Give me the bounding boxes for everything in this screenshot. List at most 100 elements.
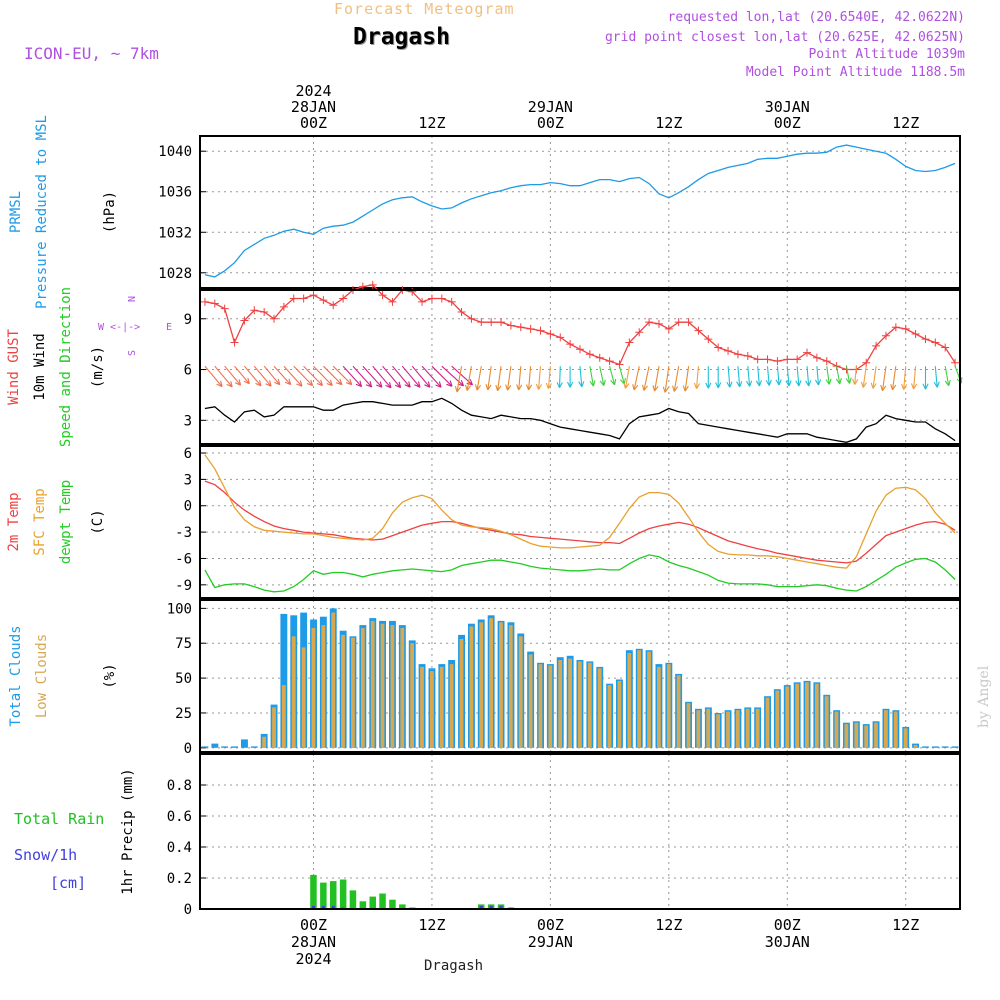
gust-marker	[605, 357, 614, 366]
low-cloud-bar	[854, 722, 859, 748]
low-cloud-bar	[449, 664, 454, 748]
y-tick-label: 0	[184, 499, 192, 515]
total-cloud-bar	[250, 746, 258, 748]
low-cloud-bar	[726, 711, 730, 748]
footer-location: Dragash	[424, 958, 484, 974]
wind-direction-arrow	[775, 366, 782, 386]
wind-direction-arrow	[578, 366, 585, 388]
compass-west-arrow: W <-|->	[98, 322, 140, 333]
wind-direction-arrow	[870, 366, 877, 389]
wind-direction-arrow	[342, 365, 363, 388]
total-cloud-bar	[931, 746, 939, 748]
wind-direction-arrow	[641, 366, 650, 391]
y-axis-label: (m/s)	[90, 346, 106, 388]
low-cloud-bar	[824, 696, 829, 748]
gust-marker	[881, 331, 890, 340]
wind-direction-arrow	[243, 365, 262, 387]
info-point-altitude: Point Altitude 1039m	[808, 47, 965, 62]
wind-direction-arrow	[623, 366, 630, 389]
low-cloud-bar	[785, 686, 790, 748]
total-cloud-bar	[221, 746, 229, 748]
gust-marker	[200, 297, 209, 306]
low-cloud-bar	[903, 728, 908, 748]
wind-direction-arrow	[805, 366, 812, 387]
wind-direction-arrow	[516, 366, 523, 391]
gust-marker	[812, 353, 821, 362]
gust-marker	[743, 352, 752, 360]
low-cloud-bar	[518, 636, 523, 748]
low-cloud-bar	[568, 658, 572, 748]
gust-line	[204, 284, 956, 371]
wind-direction-arrow	[323, 365, 343, 386]
rain-bar	[320, 882, 327, 909]
gust-marker	[704, 335, 713, 344]
gust-marker	[526, 324, 535, 333]
gust-marker	[862, 358, 871, 367]
low-cloud-bar	[459, 639, 464, 748]
y-axis-label: Wind GUST	[6, 329, 22, 405]
low-cloud-bar	[262, 736, 266, 748]
panel-frame	[199, 135, 961, 289]
top-time-label: 12Z	[892, 114, 919, 132]
wind-direction-arrow	[901, 366, 908, 390]
y-tick-label: 75	[175, 636, 192, 652]
bottom-time-label: 30JAN	[765, 933, 810, 951]
gust-marker	[467, 314, 476, 323]
top-time-label: 00Z	[300, 114, 327, 132]
model-label: ICON-EU, ~ 7km	[24, 44, 159, 63]
bottom-time-label: 00Z	[537, 916, 564, 934]
total-cloud-bar	[241, 739, 248, 748]
gust-marker	[230, 338, 239, 347]
total-cloud-bar	[280, 613, 288, 748]
low-cloud-bar	[538, 664, 543, 748]
rain-bar	[379, 893, 386, 909]
y-axis-label: PRMSL	[8, 191, 24, 233]
y-tick-label: 1036	[158, 185, 192, 201]
gust-marker	[941, 343, 950, 352]
gust-marker	[654, 319, 663, 328]
low-cloud-bar	[617, 680, 622, 748]
y-tick-label: 0.6	[167, 809, 192, 825]
low-cloud-bar	[321, 625, 326, 748]
low-cloud-bar	[913, 745, 918, 748]
total-cloud-bar	[231, 746, 238, 748]
low-cloud-bar	[627, 653, 632, 748]
wind-direction-arrow	[283, 365, 303, 387]
wind-direction-arrow	[910, 366, 918, 390]
t2m-line	[204, 480, 956, 564]
total-cloud-bar	[941, 746, 949, 748]
rain-bar	[310, 874, 317, 909]
y-tick-label: 0	[184, 902, 192, 918]
y-axis-label: Speed and Direction	[58, 287, 74, 447]
snow-bar	[312, 905, 315, 909]
y-axis-label: 10m Wind	[32, 333, 48, 400]
total-cloud-bar	[951, 746, 959, 748]
prmsl-line	[204, 144, 956, 278]
low-cloud-bar	[686, 703, 691, 748]
location-title: Dragash	[353, 24, 450, 50]
y-axis-label: Low Clouds	[34, 634, 50, 718]
gust-marker	[279, 302, 288, 311]
bottom-time-label: 00Z	[774, 916, 801, 934]
low-cloud-bar	[637, 650, 641, 748]
panel-frame	[199, 753, 961, 910]
y-tick-label: 0	[184, 741, 192, 757]
gust-marker	[506, 321, 515, 330]
bottom-time-label: 29JAN	[528, 933, 573, 951]
y-axis-label: Pressure Reduced to MSL	[34, 115, 50, 309]
gust-marker	[793, 355, 802, 364]
gust-marker	[289, 294, 298, 303]
gust-marker	[447, 297, 456, 306]
wind-direction-arrow	[392, 365, 411, 388]
gust-marker	[576, 345, 584, 354]
y-tick-label: 50	[175, 671, 192, 687]
wind-direction-arrow	[332, 365, 353, 386]
wind-direction-arrow	[599, 366, 606, 386]
wind-direction-arrow	[485, 366, 492, 391]
low-cloud-bar	[657, 666, 661, 748]
low-cloud-bar	[301, 647, 306, 748]
gust-marker	[891, 323, 900, 332]
gust-marker	[822, 357, 831, 366]
y-tick-label: -6	[175, 551, 192, 567]
